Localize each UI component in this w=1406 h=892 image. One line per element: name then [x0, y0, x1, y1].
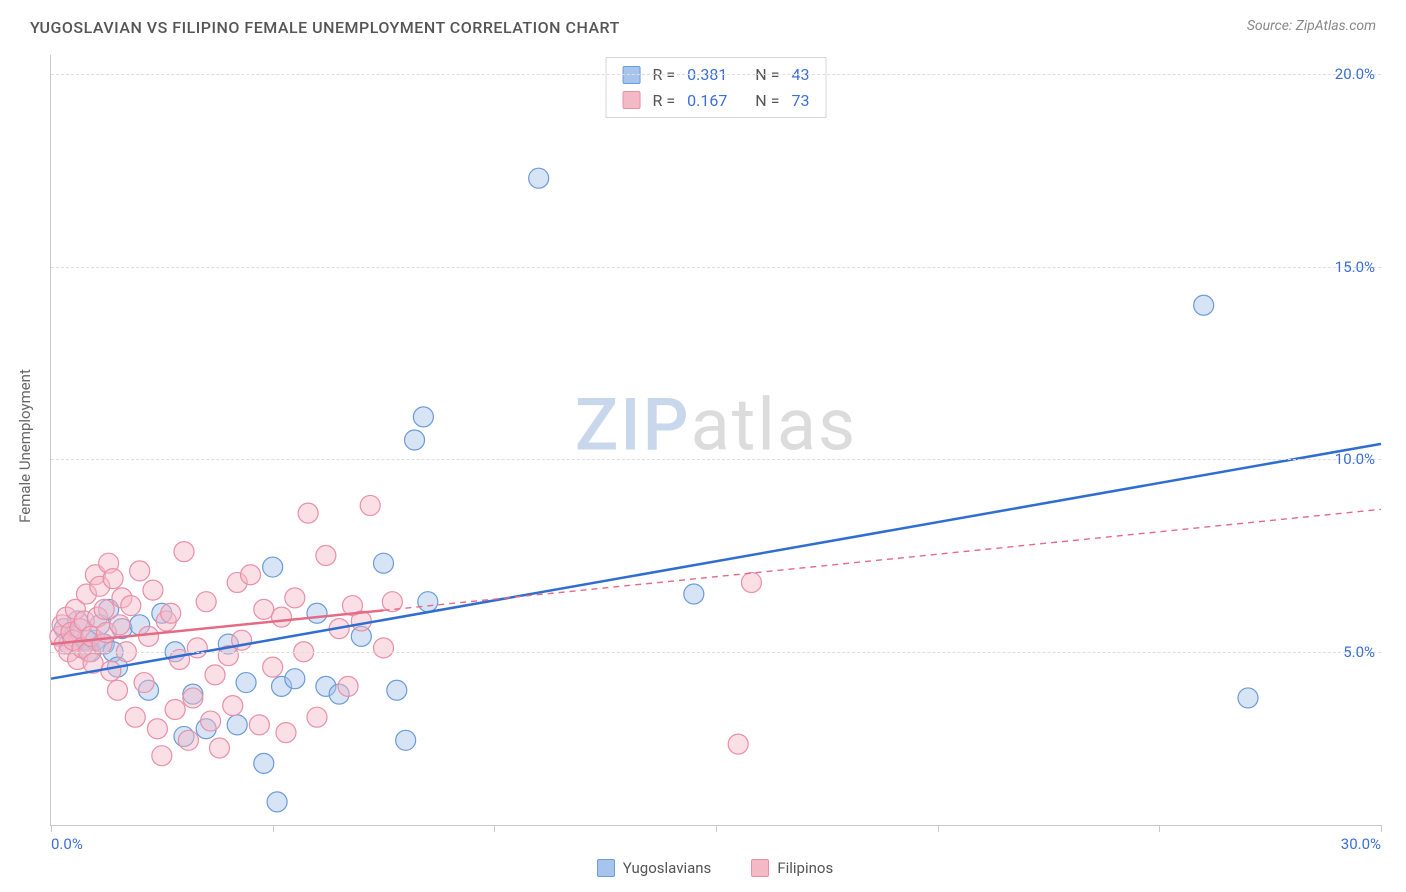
x-tick-mark — [51, 825, 52, 832]
legend-item-yugoslavians: Yugoslavians — [597, 859, 712, 877]
x-tick-mark — [938, 825, 939, 832]
data-point — [165, 700, 185, 720]
legend-item-filipinos: Filipinos — [751, 859, 833, 877]
y-tick-label: 5.0% — [1343, 643, 1375, 661]
data-point — [134, 673, 154, 693]
data-point — [374, 553, 394, 573]
data-point — [249, 715, 269, 735]
x-tick-mark — [273, 825, 274, 832]
y-tick-label: 20.0% — [1335, 65, 1375, 83]
y-tick-label: 15.0% — [1335, 258, 1375, 276]
legend-label-filipinos: Filipinos — [777, 859, 833, 877]
data-point — [418, 592, 438, 612]
data-point — [1238, 688, 1258, 708]
x-tick-mark — [1381, 825, 1382, 832]
data-point — [205, 665, 225, 685]
data-point — [209, 738, 229, 758]
data-point — [139, 626, 159, 646]
data-point — [254, 599, 274, 619]
data-point — [94, 599, 114, 619]
chart-title: YUGOSLAVIAN VS FILIPINO FEMALE UNEMPLOYM… — [30, 18, 620, 37]
gridline — [51, 652, 1381, 653]
trend-line — [51, 444, 1381, 679]
plot-svg — [51, 55, 1381, 825]
data-point — [338, 676, 358, 696]
x-tick-mark — [716, 825, 717, 832]
y-axis-label: Female Unemployment — [16, 369, 34, 523]
gridline — [51, 74, 1381, 75]
data-point — [143, 580, 163, 600]
data-point — [110, 615, 130, 635]
data-point — [125, 707, 145, 727]
data-point — [178, 730, 198, 750]
legend-label-yugoslavians: Yugoslavians — [623, 859, 712, 877]
y-axis-label-container: Female Unemployment — [10, 0, 40, 892]
data-point — [285, 669, 305, 689]
data-point — [147, 719, 167, 739]
data-point — [108, 680, 128, 700]
data-point — [285, 588, 305, 608]
data-point — [298, 503, 318, 523]
x-tick-mark — [1159, 825, 1160, 832]
data-point — [684, 584, 704, 604]
x-tick-mark — [494, 825, 495, 832]
chart-header: YUGOSLAVIAN VS FILIPINO FEMALE UNEMPLOYM… — [30, 18, 1376, 48]
data-point — [161, 603, 181, 623]
data-point — [387, 680, 407, 700]
data-point — [374, 638, 394, 658]
x-tick-label: 30.0% — [1341, 835, 1381, 853]
data-point — [405, 430, 425, 450]
chart-plot-area: ZIPatlas R = 0.381 N = 43 R = 0.167 N = … — [50, 55, 1381, 826]
gridline — [51, 267, 1381, 268]
trend-line-extrapolated — [384, 509, 1382, 610]
source-attribution: Source: ZipAtlas.com — [1247, 18, 1376, 34]
data-point — [272, 607, 292, 627]
y-tick-label: 10.0% — [1335, 450, 1375, 468]
data-point — [227, 715, 247, 735]
data-point — [741, 572, 761, 592]
data-point — [360, 495, 380, 515]
data-point — [196, 592, 216, 612]
bottom-legend: Yugoslavians Filipinos — [50, 859, 1380, 877]
gridline — [51, 459, 1381, 460]
data-point — [267, 792, 287, 812]
data-point — [263, 657, 283, 677]
data-point — [130, 561, 150, 581]
data-point — [728, 734, 748, 754]
legend-swatch-filipinos-icon — [751, 859, 769, 877]
data-point — [174, 542, 194, 562]
data-point — [307, 603, 327, 623]
legend-swatch-yugoslavians-icon — [597, 859, 615, 877]
data-point — [413, 407, 433, 427]
data-point — [276, 723, 296, 743]
data-point — [396, 730, 416, 750]
data-point — [236, 673, 256, 693]
data-point — [101, 661, 121, 681]
data-point — [263, 557, 283, 577]
data-point — [254, 753, 274, 773]
data-point — [121, 596, 141, 616]
data-point — [201, 711, 221, 731]
data-point — [223, 696, 243, 716]
data-point — [1194, 295, 1214, 315]
data-point — [103, 569, 123, 589]
data-point — [152, 746, 172, 766]
data-point — [183, 688, 203, 708]
data-point — [307, 707, 327, 727]
x-tick-label: 0.0% — [51, 835, 83, 853]
data-point — [529, 168, 549, 188]
data-point — [316, 546, 336, 566]
data-point — [241, 565, 261, 585]
